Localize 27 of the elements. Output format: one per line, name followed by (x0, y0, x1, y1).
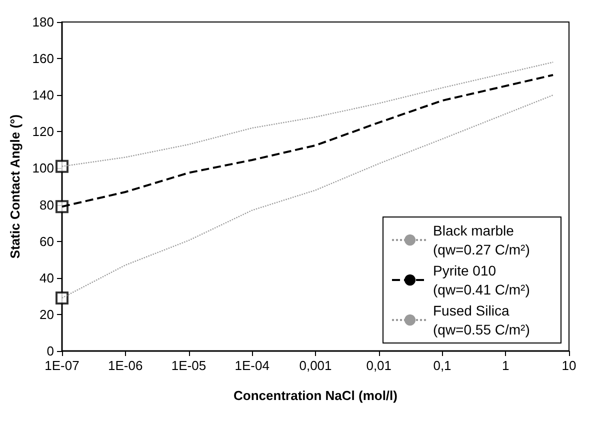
point (56, 200, 68, 214)
y-tick-label: 180 (32, 14, 54, 30)
y-axis-title: Static Contact Angle (°) (7, 114, 22, 259)
y-tick-label: 120 (32, 124, 54, 140)
y-tick-label: 80 (40, 197, 54, 212)
x-tick-label: 0,001 (299, 358, 332, 373)
x-tick-label: 10 (562, 358, 576, 373)
y-tick-label: 160 (32, 51, 54, 66)
y-tick-label: 60 (40, 234, 54, 249)
x-axis-title: Concentration NaCl (mol/l) (234, 388, 398, 403)
legend-label: Black marble (qw=0.27 C/m²) (433, 222, 530, 258)
point (56, 160, 68, 173)
y-tick-label: 20 (40, 306, 54, 322)
legend-label: Pyrite 010 (qw=0.41 C/m²) (433, 262, 530, 298)
x-tick-label: 1 (502, 358, 510, 373)
legend-label: Fused Silica (qw=0.55 C/m²) (433, 302, 530, 338)
x-tick-label: 0,1 (433, 358, 452, 373)
x-tick-label: 0,01 (366, 358, 392, 373)
point (56, 291, 68, 304)
y-tick-label: 0 (46, 344, 54, 358)
x-tick-label: 1E-07 (44, 358, 80, 373)
y-tick-label: 100 (32, 160, 54, 176)
x-tick-label: 1E-06 (108, 358, 143, 373)
y-tick-label: 40 (40, 270, 54, 286)
x-tick-label: 1E-04 (234, 358, 270, 373)
x-tick-label: 1E-05 (171, 358, 206, 373)
y-tick-label: 140 (32, 88, 54, 103)
